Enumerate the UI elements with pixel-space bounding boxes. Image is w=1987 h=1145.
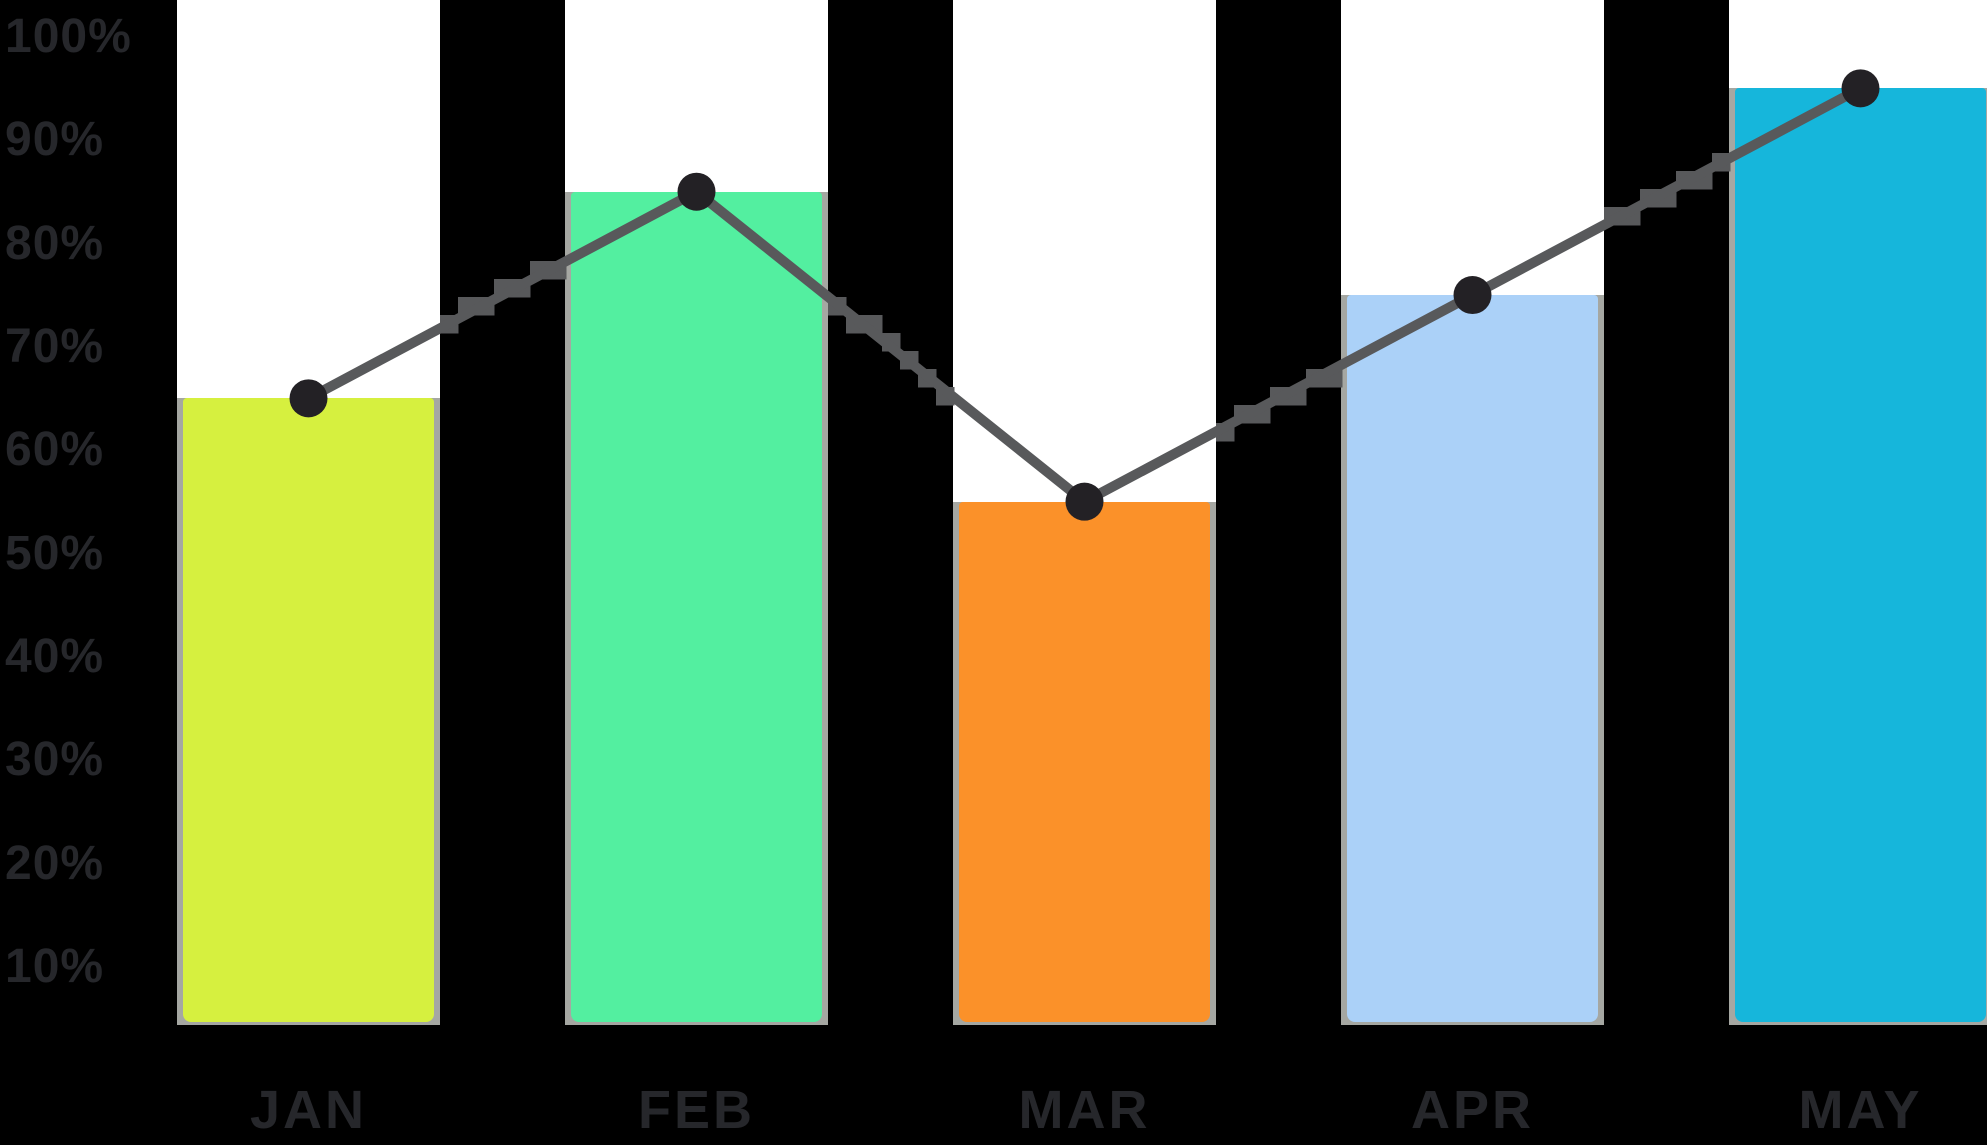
trend-line: [306, 83, 1863, 508]
y-axis-tick-label: 60%: [5, 423, 105, 477]
bar-remainder-mar: [953, 0, 1216, 502]
y-axis-tick-label: 90%: [5, 113, 105, 167]
data-point-dot-jan: [289, 379, 328, 418]
data-point-dot-may: [1841, 69, 1880, 108]
y-axis-tick-label: 70%: [5, 319, 105, 373]
x-axis-month-label: FEB: [638, 1080, 755, 1140]
value-bar-jan: [183, 398, 434, 1022]
data-point-dot-mar: [1065, 482, 1104, 521]
y-axis-tick-label: 80%: [5, 216, 105, 270]
x-axis-month-label: MAY: [1798, 1080, 1923, 1140]
y-axis-tick-label: 100%: [5, 10, 132, 63]
y-axis-tick-label: 30%: [5, 733, 105, 787]
x-axis-month-label: JAN: [249, 1080, 368, 1140]
x-axis-month-label: APR: [1410, 1080, 1534, 1140]
value-bar-mar: [959, 501, 1210, 1022]
value-bar-may: [1735, 88, 1986, 1022]
y-axis-tick-label: 40%: [5, 629, 105, 683]
y-axis-tick-label: 20%: [5, 836, 105, 890]
bar-remainder-jan: [177, 0, 440, 399]
value-bar-feb: [571, 191, 822, 1022]
bar-remainder-feb: [565, 0, 828, 192]
x-axis-month-label: MAR: [1018, 1080, 1151, 1140]
data-point-dot-apr: [1453, 276, 1492, 315]
value-bar-apr: [1347, 295, 1598, 1022]
y-axis-tick-label: 50%: [5, 526, 105, 580]
data-point-dot-feb: [677, 172, 716, 211]
y-axis-tick-label: 10%: [5, 939, 105, 993]
